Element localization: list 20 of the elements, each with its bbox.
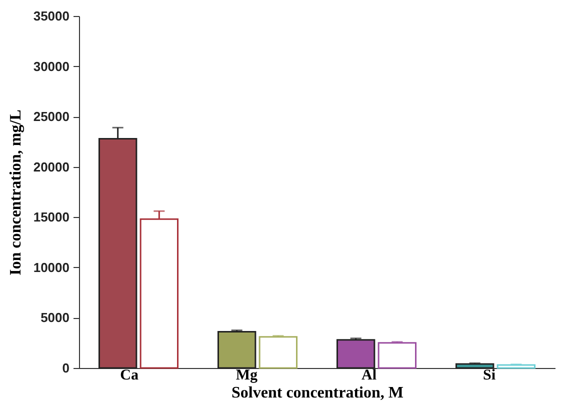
bar (258, 336, 298, 369)
y-tick-label: 20000 (33, 159, 70, 174)
y-tick-label: 25000 (33, 109, 70, 124)
bar (455, 363, 494, 369)
x-tick-label: Si (482, 368, 496, 384)
x-tick-label: Mg (236, 368, 258, 384)
bar (496, 364, 536, 369)
bar (378, 342, 417, 369)
y-tick-label: 0 (62, 360, 70, 376)
y-tick-label: 5000 (40, 310, 70, 326)
x-tick-label: Ca (120, 368, 139, 384)
bar (336, 339, 376, 369)
y-tick-label: 10000 (33, 260, 70, 275)
x-axis-title: Solvent concentration, M (232, 384, 404, 402)
y-tick-label: 30000 (33, 58, 70, 74)
bar (217, 331, 256, 369)
x-tick-label: Al (362, 368, 376, 384)
y-tick-label: 15000 (33, 210, 70, 225)
y-tick-label: 35000 (33, 8, 70, 24)
y-axis-title: Ion concentration, mg/L (7, 110, 24, 276)
